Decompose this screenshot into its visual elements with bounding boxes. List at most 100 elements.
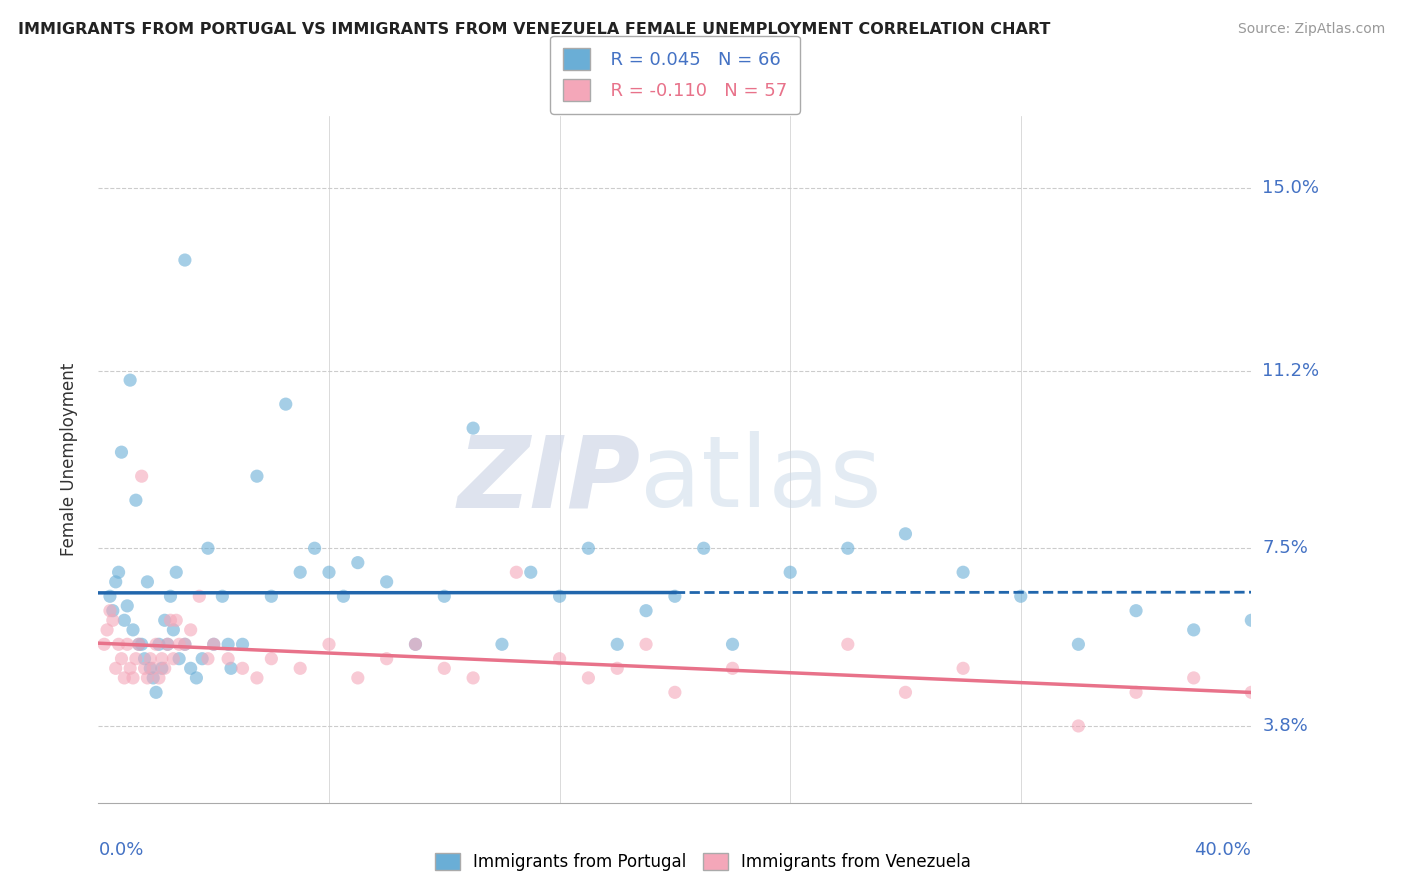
Point — [721, 661, 744, 675]
Legend: Immigrants from Portugal, Immigrants from Venezuela: Immigrants from Portugal, Immigrants fro… — [426, 845, 980, 880]
Point — [110, 651, 132, 665]
Point — [112, 613, 135, 627]
Point — [165, 566, 187, 580]
Text: 11.2%: 11.2% — [1263, 361, 1320, 379]
Point — [318, 566, 340, 580]
Point — [491, 637, 513, 651]
Point — [837, 637, 859, 651]
Text: ZIP: ZIP — [457, 432, 640, 528]
Point — [131, 637, 153, 651]
Point — [120, 661, 142, 675]
Point — [134, 651, 156, 665]
Point — [217, 637, 239, 651]
Point — [304, 541, 326, 556]
Point — [318, 637, 340, 651]
Point — [96, 623, 118, 637]
Point — [125, 493, 148, 508]
Point — [721, 637, 744, 651]
Point — [1125, 685, 1147, 699]
Point — [433, 661, 456, 675]
Point — [159, 589, 181, 603]
Point — [1240, 613, 1263, 627]
Point — [894, 526, 917, 541]
Point — [128, 637, 150, 651]
Point — [101, 604, 124, 618]
Point — [142, 661, 165, 675]
Point — [606, 637, 628, 651]
Point — [191, 651, 214, 665]
Point — [162, 651, 184, 665]
Point — [837, 541, 859, 556]
Point — [217, 651, 239, 665]
Point — [122, 623, 145, 637]
Point — [1182, 671, 1205, 685]
Point — [779, 566, 801, 580]
Point — [98, 604, 121, 618]
Point — [134, 661, 156, 675]
Text: 7.5%: 7.5% — [1263, 540, 1309, 558]
Point — [347, 671, 370, 685]
Point — [505, 566, 527, 580]
Point — [180, 623, 202, 637]
Point — [148, 671, 170, 685]
Point — [952, 661, 974, 675]
Point — [202, 637, 225, 651]
Point — [145, 637, 167, 651]
Point — [274, 397, 297, 411]
Point — [548, 651, 571, 665]
Point — [98, 589, 121, 603]
Text: IMMIGRANTS FROM PORTUGAL VS IMMIGRANTS FROM VENEZUELA FEMALE UNEMPLOYMENT CORREL: IMMIGRANTS FROM PORTUGAL VS IMMIGRANTS F… — [18, 22, 1050, 37]
Point — [153, 613, 176, 627]
Point — [174, 637, 197, 651]
Point — [290, 566, 312, 580]
Point — [405, 637, 427, 651]
Point — [578, 671, 600, 685]
Text: Source: ZipAtlas.com: Source: ZipAtlas.com — [1237, 22, 1385, 37]
Point — [122, 671, 145, 685]
Point — [153, 661, 176, 675]
Point — [332, 589, 354, 603]
Point — [606, 661, 628, 675]
Point — [664, 589, 686, 603]
Point — [107, 566, 129, 580]
Point — [463, 421, 485, 435]
Point — [375, 651, 398, 665]
Point — [174, 253, 197, 268]
Y-axis label: Female Unemployment: Female Unemployment — [59, 363, 77, 556]
Point — [894, 685, 917, 699]
Point — [433, 589, 456, 603]
Point — [1067, 719, 1090, 733]
Point — [246, 671, 269, 685]
Point — [186, 671, 208, 685]
Point — [125, 651, 148, 665]
Text: 3.8%: 3.8% — [1263, 717, 1308, 735]
Text: atlas: atlas — [640, 432, 882, 528]
Point — [202, 637, 225, 651]
Point — [1067, 637, 1090, 651]
Point — [1240, 685, 1263, 699]
Point — [167, 651, 190, 665]
Point — [148, 637, 170, 651]
Legend:   R = 0.045   N = 66,   R = -0.110   N = 57: R = 0.045 N = 66, R = -0.110 N = 57 — [550, 36, 800, 114]
Point — [463, 671, 485, 685]
Point — [156, 637, 179, 651]
Point — [578, 541, 600, 556]
Point — [211, 589, 233, 603]
Point — [188, 589, 211, 603]
Point — [1182, 623, 1205, 637]
Point — [952, 566, 974, 580]
Point — [112, 671, 135, 685]
Point — [142, 671, 165, 685]
Text: 0.0%: 0.0% — [98, 840, 143, 859]
Point — [405, 637, 427, 651]
Point — [548, 589, 571, 603]
Point — [246, 469, 269, 483]
Point — [636, 604, 658, 618]
Point — [110, 445, 132, 459]
Point — [117, 599, 139, 613]
Point — [136, 574, 159, 589]
Point — [165, 613, 187, 627]
Point — [197, 541, 219, 556]
Point — [131, 469, 153, 483]
Point — [231, 637, 254, 651]
